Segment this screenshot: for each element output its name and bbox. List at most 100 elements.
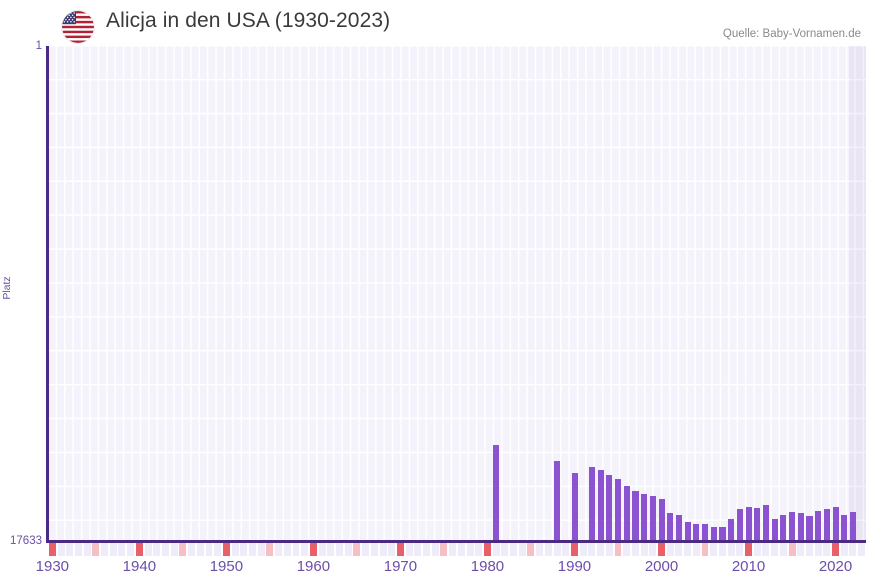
year-marker-cell: [257, 543, 265, 556]
x-axis-tick-label: 2010: [731, 558, 766, 575]
year-marker-cell: [309, 543, 317, 556]
year-marker-cell: [718, 543, 726, 556]
year-marker-cell: [570, 543, 578, 556]
grid-lines: [48, 46, 866, 541]
bar: [771, 519, 778, 541]
year-marker-cell: [736, 543, 744, 556]
year-marker-cell: [762, 543, 770, 556]
bar: [728, 519, 735, 541]
year-marker-cell: [771, 543, 779, 556]
year-marker-cell: [483, 543, 491, 556]
x-axis-tick-label: 1990: [557, 558, 592, 575]
y-axis-line: [46, 46, 49, 542]
bar: [841, 515, 848, 541]
year-marker-cell: [327, 543, 335, 556]
year-marker-cell: [118, 543, 126, 556]
year-marker-cell: [814, 543, 822, 556]
year-marker-cell: [318, 543, 326, 556]
year-marker-cell: [188, 543, 196, 556]
bar: [754, 508, 761, 541]
bar: [823, 509, 830, 541]
bar: [649, 496, 656, 541]
x-axis-tick-label: 1960: [296, 558, 331, 575]
bar: [849, 512, 857, 541]
year-marker-cell: [536, 543, 544, 556]
bar: [554, 461, 561, 541]
bar: [806, 516, 813, 541]
year-marker-cell: [631, 543, 639, 556]
bar: [693, 524, 700, 541]
bar: [762, 505, 770, 541]
year-marker-cell: [266, 543, 274, 556]
year-marker-cell: [170, 543, 178, 556]
year-marker-cell: [518, 543, 526, 556]
year-marker-cell: [431, 543, 439, 556]
bar: [745, 507, 752, 541]
year-marker-cell: [475, 543, 483, 556]
year-marker-cell: [449, 543, 457, 556]
year-marker-cell: [527, 543, 535, 556]
year-marker-cell: [240, 543, 248, 556]
bars-container: [48, 46, 866, 541]
year-marker-cell: [379, 543, 387, 556]
year-marker-cell: [510, 543, 518, 556]
bar: [719, 527, 726, 541]
year-marker-cell: [805, 543, 813, 556]
year-marker-cell: [701, 543, 709, 556]
year-marker-cell: [353, 543, 361, 556]
year-marker-cell: [405, 543, 413, 556]
year-marker-cell: [336, 543, 343, 556]
bar: [667, 513, 674, 541]
year-marker-cell: [423, 543, 430, 556]
x-axis-tick-label: 1950: [209, 558, 244, 575]
y-axis-title: Platz: [1, 276, 13, 300]
bar: [588, 467, 595, 541]
year-marker-cell: [544, 543, 552, 556]
year-marker-cell: [649, 543, 657, 556]
source-attribution: Quelle: Baby-Vornamen.de: [722, 28, 861, 40]
year-marker-cell: [249, 543, 256, 556]
year-marker-cell: [205, 543, 213, 556]
year-marker-cell: [388, 543, 396, 556]
bar: [797, 513, 804, 541]
year-marker-strip: [48, 543, 866, 556]
year-marker-cell: [127, 543, 135, 556]
year-marker-cell: [222, 543, 230, 556]
year-marker-cell: [153, 543, 161, 556]
year-marker-cell: [605, 543, 613, 556]
year-marker-cell: [135, 543, 143, 556]
year-marker-cell: [362, 543, 370, 556]
year-marker-cell: [370, 543, 378, 556]
year-marker-cell: [283, 543, 291, 556]
year-marker-cell: [675, 543, 683, 556]
bar: [832, 507, 839, 541]
year-marker-cell: [623, 543, 631, 556]
x-axis-tick-label: 1970: [383, 558, 418, 575]
x-axis-ticks: 1930 1940 1950 1960 1970 1980 1990 2000 2010 2020: [36, 558, 866, 580]
year-marker-cell: [666, 543, 674, 556]
year-marker-cell: [74, 543, 82, 556]
year-marker-cell: [849, 543, 857, 556]
bar: [789, 512, 796, 541]
year-marker-cell: [614, 543, 622, 556]
bar: [736, 509, 743, 541]
year-marker-cell: [231, 543, 239, 556]
year-marker-cell: [344, 543, 352, 556]
year-marker-cell: [83, 543, 91, 556]
future-shaded-region: [848, 46, 866, 541]
year-marker-cell: [745, 543, 752, 556]
year-marker-cell: [414, 543, 422, 556]
year-marker-cell: [48, 543, 56, 556]
bar: [632, 491, 639, 541]
bar: [571, 473, 578, 541]
x-axis-tick-label: 2000: [644, 558, 679, 575]
year-marker-cell: [684, 543, 692, 556]
usa-flag-icon: [62, 11, 94, 43]
y-axis-label-top: 1: [35, 40, 42, 52]
year-marker-cell: [196, 543, 204, 556]
page-title: Alicja in den USA (1930-2023): [106, 9, 391, 32]
year-marker-cell: [658, 543, 665, 556]
year-marker-cell: [788, 543, 796, 556]
year-marker-cell: [396, 543, 404, 556]
